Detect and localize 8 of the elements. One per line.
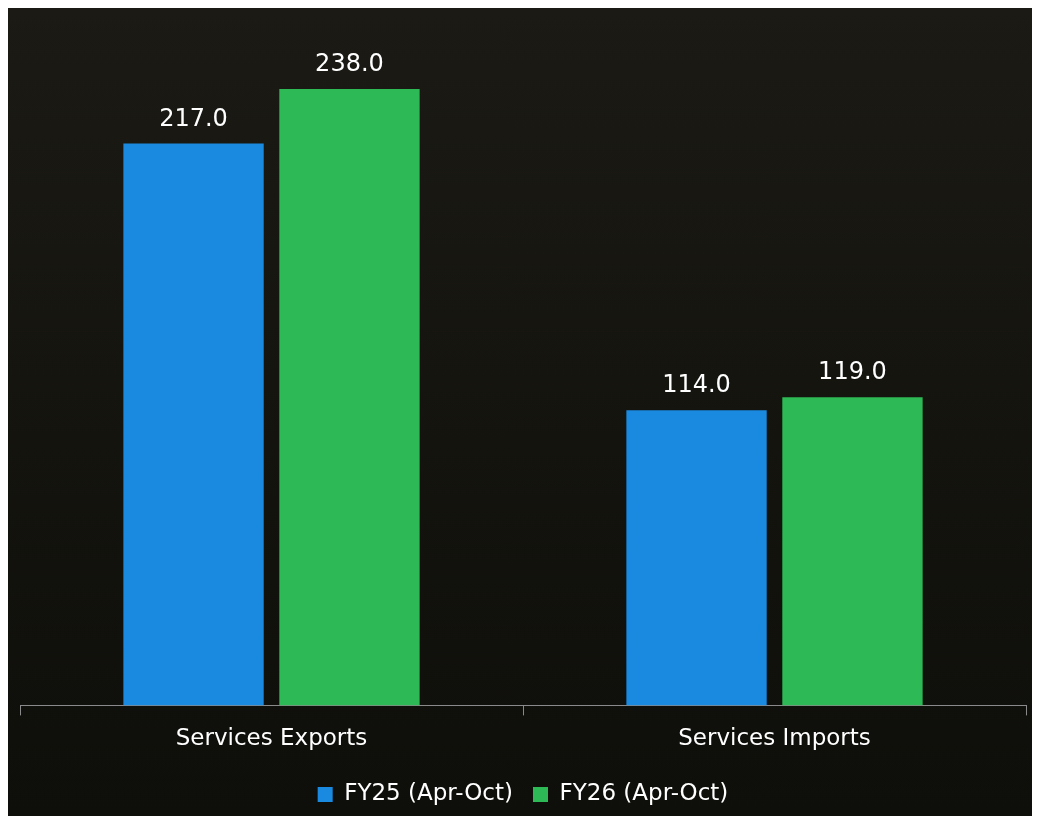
- x-tick-label: Services Imports: [678, 724, 871, 751]
- legend-label: FY26 (Apr-Oct): [559, 779, 729, 806]
- data-label: 114.0: [662, 370, 731, 399]
- x-tick-label: Services Exports: [175, 724, 368, 751]
- data-label: 238.0: [315, 49, 384, 78]
- data-label: 119.0: [818, 357, 887, 386]
- legend-label: FY25 (Apr-Oct): [344, 779, 513, 806]
- data-label: 217.0: [159, 103, 228, 132]
